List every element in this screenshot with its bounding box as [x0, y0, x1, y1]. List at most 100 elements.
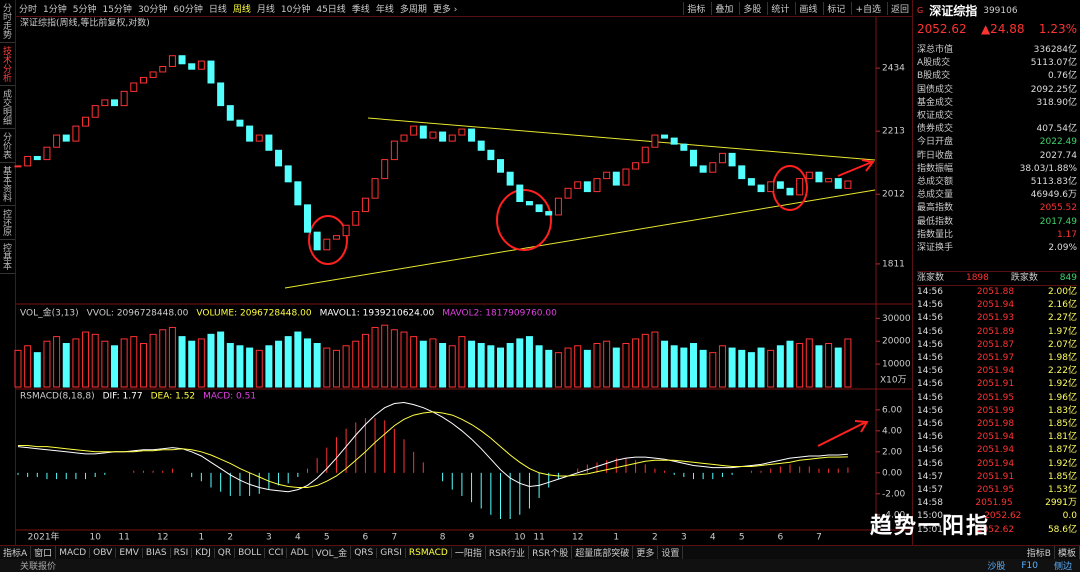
- period-tab[interactable]: 月线: [256, 4, 275, 15]
- x-tick-label: 2: [227, 533, 233, 543]
- indicator-tab[interactable]: 更多: [633, 546, 659, 559]
- volume-bar: [294, 331, 302, 388]
- period-tab[interactable]: 15分钟: [102, 4, 132, 15]
- tool-button[interactable]: 多股: [739, 1, 761, 15]
- quote-change: ▲24.88: [980, 22, 1025, 36]
- x-tick-label: 10: [514, 533, 526, 543]
- tool-button[interactable]: 返回: [886, 1, 909, 15]
- candle: [834, 178, 842, 189]
- period-tab[interactable]: 60分钟: [173, 4, 203, 15]
- chart-title: 深证综指(周线,等比前复权,对数): [20, 17, 150, 29]
- candle: [458, 128, 466, 136]
- volume-bar: [149, 333, 157, 388]
- candle: [516, 184, 524, 203]
- indicator-tab[interactable]: OBV: [90, 547, 117, 558]
- indicator-tab[interactable]: EMV: [116, 547, 143, 558]
- indicator-tab[interactable]: ADL: [287, 547, 313, 558]
- volume-bar: [226, 342, 234, 388]
- indicator-tab[interactable]: RSR个股: [529, 546, 573, 559]
- tool-button[interactable]: 统计: [767, 1, 789, 15]
- template-tab[interactable]: 指标B: [1024, 546, 1055, 559]
- indicator-tab[interactable]: 指标A: [0, 546, 32, 559]
- indicator-tab[interactable]: MACD: [56, 547, 91, 558]
- period-tab[interactable]: 5分钟: [72, 4, 97, 15]
- side-tab[interactable]: 控还原: [0, 206, 15, 240]
- indicator-tab[interactable]: 设置: [658, 546, 684, 559]
- period-tab[interactable]: 30分钟: [137, 4, 168, 15]
- volume-bar: [834, 347, 842, 388]
- candle: [844, 180, 852, 189]
- tool-button[interactable]: 叠加: [711, 1, 733, 15]
- tick-row: 14:57 2051.91 1.85亿: [917, 471, 1077, 484]
- indicator-tab[interactable]: BIAS: [143, 547, 171, 558]
- indicator-tab[interactable]: RSR行业: [486, 546, 530, 559]
- tool-button[interactable]: +自选: [851, 1, 881, 15]
- tick-volume: 1.92亿: [1047, 458, 1077, 469]
- indicator-tab[interactable]: KDJ: [192, 547, 215, 558]
- side-tab[interactable]: 技术分析: [0, 43, 15, 86]
- period-tab[interactable]: 年线: [375, 4, 394, 15]
- breadth-up-label: 涨家数: [917, 273, 945, 283]
- side-tab[interactable]: 基本资料: [0, 163, 15, 206]
- indicator-tab[interactable]: 一阳指: [452, 546, 486, 559]
- footer-button[interactable]: 侧边: [1053, 562, 1072, 572]
- volume-bar: [111, 345, 118, 388]
- template-tab[interactable]: 模板: [1055, 546, 1080, 559]
- period-tab[interactable]: 更多 ›: [432, 4, 458, 15]
- candle: [738, 165, 746, 180]
- side-tab[interactable]: 分时走势: [0, 0, 15, 43]
- indicator-line: [17, 401, 848, 493]
- tool-button[interactable]: 指标: [683, 1, 705, 15]
- tick-price: 2051.98: [976, 419, 1015, 429]
- period-tab[interactable]: 10分钟: [280, 4, 311, 15]
- volume-bar: [815, 345, 823, 388]
- side-tab[interactable]: 分价表: [0, 129, 15, 163]
- candle: [33, 155, 41, 161]
- period-tabs: 分时 1分钟 5分钟 15分钟 30分钟 60分钟 日线 周线 月线 10分钟 45日线 季线 年线 多周…: [16, 2, 460, 15]
- volume-bar: [680, 347, 688, 388]
- footer-button[interactable]: 沙股: [987, 562, 1006, 572]
- period-tab[interactable]: 分时: [19, 4, 38, 15]
- indicator-tab[interactable]: 超量底部突破: [572, 546, 634, 559]
- period-tab[interactable]: 季线: [351, 4, 370, 15]
- period-tab[interactable]: 日线: [208, 4, 227, 15]
- volume-bar: [101, 340, 109, 388]
- period-tab[interactable]: 1分钟: [43, 4, 67, 15]
- tick-time: 14:56: [917, 287, 943, 297]
- tick-volume: 1.85亿: [1047, 419, 1077, 429]
- tick-row: 15:01 2052.62 58.6亿: [917, 524, 1077, 537]
- indicator-tab[interactable]: QR: [215, 547, 236, 558]
- candle: [400, 134, 408, 142]
- indicator-tab[interactable]: QRS: [351, 547, 378, 558]
- candle: [699, 165, 707, 173]
- side-tab[interactable]: 成交明细: [0, 86, 15, 129]
- indicator-legend: DIF: 1.77: [103, 392, 143, 402]
- tool-button[interactable]: 标记: [823, 1, 845, 15]
- y-tick-label: 4.00: [882, 426, 902, 436]
- indicator-tab[interactable]: VOL_金: [313, 546, 352, 559]
- indicator-legend: RSMACD(8,18,8): [20, 392, 95, 402]
- tick-price: 2051.88: [976, 287, 1015, 297]
- indicator-tab[interactable]: CCI: [265, 547, 288, 558]
- x-tick-label: 5: [324, 533, 330, 543]
- indicator-tab[interactable]: GRSI: [377, 547, 406, 558]
- period-tab[interactable]: 周线: [232, 4, 251, 15]
- tick-price: 2051.89: [976, 326, 1015, 337]
- period-tab[interactable]: 45日线: [316, 4, 346, 15]
- indicator-tab[interactable]: RSI: [171, 547, 193, 558]
- candle: [159, 65, 167, 73]
- period-tab[interactable]: 多周期: [399, 4, 427, 15]
- footer-button[interactable]: F10: [1021, 560, 1038, 571]
- x-tick-label: 7: [391, 533, 397, 543]
- indicator-tab[interactable]: RSMACD: [406, 547, 452, 558]
- volume-bar: [535, 345, 543, 388]
- stat-label: 最低指数: [917, 216, 954, 227]
- y-tick-label: 2213: [882, 127, 905, 137]
- indicator-tab[interactable]: 窗口: [31, 546, 57, 559]
- indicator-tab[interactable]: BOLL: [235, 547, 266, 558]
- volume-bar: [159, 329, 167, 388]
- stat-value: 38.03/1.88%: [1019, 163, 1077, 174]
- side-tab[interactable]: 控基本: [0, 240, 15, 274]
- tool-button[interactable]: 画线: [795, 1, 817, 15]
- tick-price: 2051.94: [976, 432, 1015, 443]
